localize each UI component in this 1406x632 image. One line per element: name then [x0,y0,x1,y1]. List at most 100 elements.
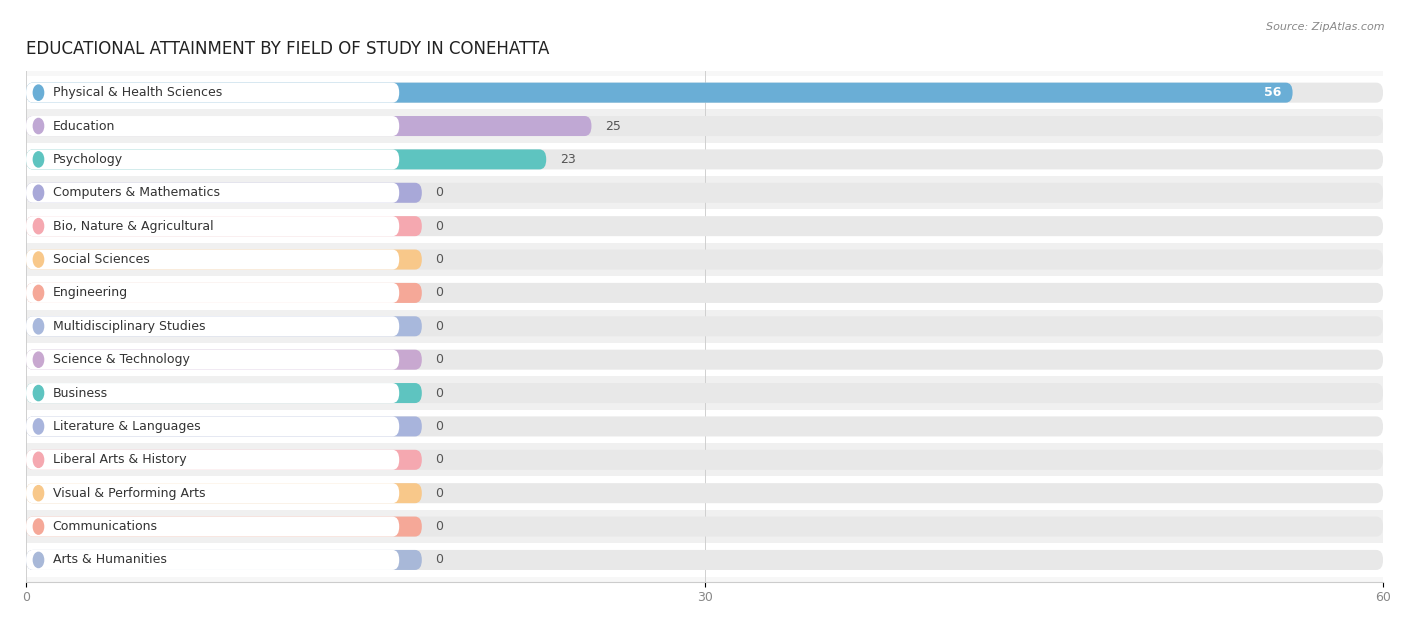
Circle shape [34,452,44,468]
Circle shape [34,519,44,534]
Circle shape [34,85,44,100]
Bar [27,443,1384,477]
FancyBboxPatch shape [27,83,1384,102]
Text: 0: 0 [436,320,443,333]
FancyBboxPatch shape [27,450,399,470]
FancyBboxPatch shape [27,316,399,336]
Text: 0: 0 [436,487,443,500]
Bar [27,209,1384,243]
FancyBboxPatch shape [27,383,399,403]
FancyBboxPatch shape [27,416,399,437]
Text: Literature & Languages: Literature & Languages [52,420,200,433]
FancyBboxPatch shape [27,483,422,503]
Text: 0: 0 [436,453,443,466]
Circle shape [34,485,44,501]
FancyBboxPatch shape [27,216,1384,236]
Bar [27,143,1384,176]
FancyBboxPatch shape [27,483,1384,503]
FancyBboxPatch shape [27,83,399,102]
FancyBboxPatch shape [27,116,592,136]
Circle shape [34,185,44,200]
Text: 25: 25 [605,119,621,133]
Text: Engineering: Engineering [52,286,128,300]
Bar [27,176,1384,209]
Text: Social Sciences: Social Sciences [52,253,149,266]
FancyBboxPatch shape [27,149,399,169]
FancyBboxPatch shape [27,283,399,303]
Bar [27,477,1384,510]
Text: Psychology: Psychology [52,153,122,166]
FancyBboxPatch shape [27,83,1292,102]
Text: 0: 0 [436,520,443,533]
Text: 0: 0 [436,387,443,399]
FancyBboxPatch shape [27,250,1384,270]
Circle shape [34,219,44,234]
FancyBboxPatch shape [27,450,1384,470]
FancyBboxPatch shape [27,183,422,203]
Bar [27,544,1384,576]
FancyBboxPatch shape [27,550,399,570]
Text: Communications: Communications [52,520,157,533]
Text: Science & Technology: Science & Technology [52,353,190,366]
FancyBboxPatch shape [27,383,1384,403]
Text: 0: 0 [436,353,443,366]
FancyBboxPatch shape [27,416,1384,437]
Text: Visual & Performing Arts: Visual & Performing Arts [52,487,205,500]
Bar [27,243,1384,276]
Text: 0: 0 [436,420,443,433]
FancyBboxPatch shape [27,316,422,336]
Text: 0: 0 [436,286,443,300]
Circle shape [34,552,44,568]
Text: 56: 56 [1264,86,1281,99]
FancyBboxPatch shape [27,250,399,270]
Text: Business: Business [52,387,108,399]
Text: Bio, Nature & Agricultural: Bio, Nature & Agricultural [52,220,214,233]
FancyBboxPatch shape [27,250,422,270]
FancyBboxPatch shape [27,349,399,370]
Text: Education: Education [52,119,115,133]
Text: Source: ZipAtlas.com: Source: ZipAtlas.com [1267,22,1385,32]
FancyBboxPatch shape [27,550,1384,570]
FancyBboxPatch shape [27,550,422,570]
Text: Liberal Arts & History: Liberal Arts & History [52,453,187,466]
FancyBboxPatch shape [27,216,399,236]
Text: EDUCATIONAL ATTAINMENT BY FIELD OF STUDY IN CONEHATTA: EDUCATIONAL ATTAINMENT BY FIELD OF STUDY… [27,40,550,58]
Text: Computers & Mathematics: Computers & Mathematics [52,186,219,199]
Circle shape [34,285,44,301]
FancyBboxPatch shape [27,349,1384,370]
FancyBboxPatch shape [27,216,422,236]
Bar [27,276,1384,310]
FancyBboxPatch shape [27,116,399,136]
Bar [27,310,1384,343]
FancyBboxPatch shape [27,283,1384,303]
FancyBboxPatch shape [27,516,1384,537]
Text: 0: 0 [436,220,443,233]
FancyBboxPatch shape [27,149,546,169]
Circle shape [34,319,44,334]
Bar [27,377,1384,410]
Circle shape [34,352,44,367]
Circle shape [34,118,44,133]
FancyBboxPatch shape [27,416,422,437]
FancyBboxPatch shape [27,316,1384,336]
FancyBboxPatch shape [27,516,399,537]
FancyBboxPatch shape [27,450,422,470]
Bar [27,343,1384,377]
Text: Physical & Health Sciences: Physical & Health Sciences [52,86,222,99]
Bar [27,109,1384,143]
Bar [27,410,1384,443]
Text: Arts & Humanities: Arts & Humanities [52,554,166,566]
Circle shape [34,152,44,167]
Text: 0: 0 [436,554,443,566]
FancyBboxPatch shape [27,116,1384,136]
Circle shape [34,386,44,401]
FancyBboxPatch shape [27,149,1384,169]
FancyBboxPatch shape [27,483,399,503]
Bar [27,76,1384,109]
FancyBboxPatch shape [27,383,422,403]
FancyBboxPatch shape [27,183,1384,203]
Bar [27,510,1384,544]
Circle shape [34,252,44,267]
Text: Multidisciplinary Studies: Multidisciplinary Studies [52,320,205,333]
Text: 0: 0 [436,253,443,266]
